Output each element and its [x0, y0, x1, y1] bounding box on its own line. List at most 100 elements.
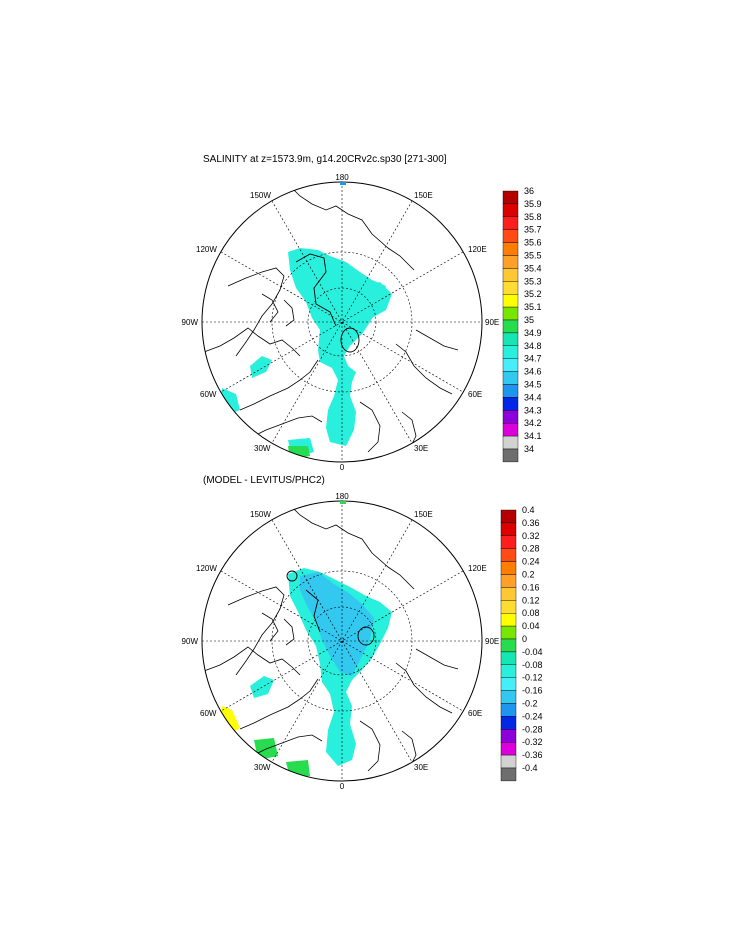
top-colorbar-swatch: [502, 358, 519, 372]
bottom-colorbar: 0.4 0.36 0.32 0.28 0.24 0.2 0.16 0.12 0.08 0.04 0 -…: [500, 505, 543, 782]
bottom-contour-line: [305, 589, 321, 633]
top-colorbar-label: 35.3: [524, 276, 542, 286]
top-contour-loop: [340, 327, 360, 353]
top-colorbar-swatch: [502, 371, 519, 385]
bottom-colorbar-swatch: [500, 574, 517, 588]
top-colorbar-label: 35.4: [524, 263, 542, 273]
top-polar-map: 180 0 90W 90E 150W 150E 120W 120E 60W 60…: [182, 173, 542, 472]
top-colorbar-label: 35.2: [524, 289, 542, 299]
top-lon-label-180: 180: [335, 173, 349, 182]
bottom-lon-label-30e: 30E: [414, 763, 428, 772]
bottom-colorbar-label: -0.2: [522, 699, 538, 709]
bottom-lon-label-120w: 120W: [196, 564, 217, 573]
bottom-colorbar-label: -0.16: [522, 686, 543, 696]
bottom-colorbar-label: 0.04: [522, 621, 540, 631]
top-colorbar-label: 35.9: [524, 199, 542, 209]
top-colorbar-label: 35.6: [524, 238, 542, 248]
top-colorbar-swatch: [502, 448, 519, 463]
bottom-colorbar-swatch: [500, 548, 517, 562]
bottom-lon-label-90w: 90W: [182, 637, 199, 646]
top-salinity-field: [288, 248, 386, 446]
top-salinity-patch-west: [220, 388, 240, 414]
top-colorbar-swatch: [502, 435, 519, 450]
bottom-lon-label-90e: 90E: [485, 637, 499, 646]
top-lon-label-0: 0: [340, 463, 345, 472]
bottom-colorbar-label: -0.12: [522, 673, 543, 683]
bottom-colorbar-label: 0.16: [522, 582, 540, 592]
top-colorbar-swatch: [502, 345, 519, 359]
top-colorbar-swatch: [502, 255, 519, 269]
bottom-panel-title: (MODEL - LEVITUS/PHC2): [203, 475, 325, 486]
top-colorbar-label: 34.8: [524, 341, 542, 351]
top-colorbar-label: 36: [524, 186, 534, 196]
bottom-colorbar-swatch: [500, 587, 517, 601]
bottom-lon-label-60w: 60W: [200, 709, 217, 718]
top-lon-label-90w: 90W: [182, 318, 199, 327]
top-colorbar: 36 35.9 35.8 35.7 35.6 35.5 35.4 35.3 35.2 35.1 35…: [502, 186, 542, 463]
top-map-content: [202, 182, 482, 462]
bottom-colorbar-label: -0.08: [522, 660, 543, 670]
bottom-colorbar-swatch: [500, 522, 517, 537]
bottom-lon-label-150w: 150W: [250, 510, 271, 519]
top-lon-label-60e: 60E: [468, 390, 482, 399]
bottom-lon-label-180: 180: [335, 492, 349, 501]
top-north-marker: [340, 182, 346, 185]
bottom-colorbar-label: -0.36: [522, 750, 543, 760]
bottom-map-content: [202, 501, 482, 781]
top-colorbar-swatch: [502, 242, 519, 256]
top-lon-label-150w: 150W: [250, 191, 271, 200]
bottom-colorbar-label: 0.2: [522, 570, 535, 580]
bottom-colorbar-swatch: [500, 561, 517, 575]
top-colorbar-label: 34: [524, 444, 534, 454]
top-salinity-patch-2: [360, 282, 392, 318]
bottom-colorbar-swatch: [500, 535, 517, 549]
top-lon-label-30e: 30E: [414, 444, 428, 453]
top-lon-label-60w: 60W: [200, 390, 217, 399]
top-colorbar-label: 34.1: [524, 431, 542, 441]
top-colorbar-label: 34.9: [524, 328, 542, 338]
bottom-north-marker: [340, 501, 346, 504]
top-colorbar-swatch: [502, 281, 519, 295]
top-graticule: [202, 182, 482, 462]
top-colorbar-swatch: [502, 203, 519, 217]
bottom-diff-yellow: [220, 706, 240, 734]
bottom-contour-small: [286, 570, 298, 582]
top-colorbar-swatch: [502, 268, 519, 282]
bottom-polar-map: 180 0 90W 90E 150W 150E 120W 120E 60W 60…: [182, 492, 543, 791]
top-colorbar-label: 35.1: [524, 302, 542, 312]
top-colorbar-label: 34.2: [524, 418, 542, 428]
bottom-colorbar-swatch: [500, 664, 517, 678]
bottom-colorbar-swatch: [500, 754, 517, 769]
bottom-lon-label-0: 0: [340, 782, 345, 791]
bottom-colorbar-swatch: [500, 638, 517, 653]
top-salinity-patch-sw: [250, 356, 272, 378]
bottom-colorbar-swatch: [500, 600, 517, 614]
bottom-colorbar-swatch: [500, 690, 517, 704]
bottom-colorbar-label: 0.12: [522, 595, 540, 605]
bottom-lon-label-30w: 30W: [254, 763, 271, 772]
top-colorbar-label: 34.6: [524, 367, 542, 377]
top-colorbar-label: 35.5: [524, 251, 542, 261]
bottom-colorbar-label: 0: [522, 634, 527, 644]
bottom-colorbar-label: 0.4: [522, 505, 535, 515]
top-colorbar-label: 35.7: [524, 225, 542, 235]
top-colorbar-label: 34.7: [524, 354, 542, 364]
bottom-colorbar-swatch: [500, 613, 517, 627]
top-lon-label-90e: 90E: [485, 318, 499, 327]
bottom-colorbar-label: 0.32: [522, 531, 540, 541]
bottom-diff-field-dark: [300, 572, 374, 676]
top-panel-title: SALINITY at z=1573.9m, g14.20CRv2c.sp30 …: [203, 154, 447, 165]
top-colorbar-swatch: [502, 384, 519, 398]
bottom-colorbar-swatch: [500, 509, 517, 524]
bottom-colorbar-swatch: [500, 716, 517, 730]
top-colorbar-swatch: [502, 216, 519, 230]
bottom-colorbar-label: 0.36: [522, 518, 540, 528]
bottom-colorbar-swatch: [500, 703, 517, 717]
top-colorbar-label: 34.4: [524, 392, 542, 402]
top-colorbar-swatch: [502, 397, 519, 411]
bottom-graticule: [202, 501, 482, 781]
top-colorbar-label: 34.5: [524, 380, 542, 390]
bottom-colorbar-label: -0.28: [522, 724, 543, 734]
bottom-colorbar-swatch: [500, 651, 517, 666]
